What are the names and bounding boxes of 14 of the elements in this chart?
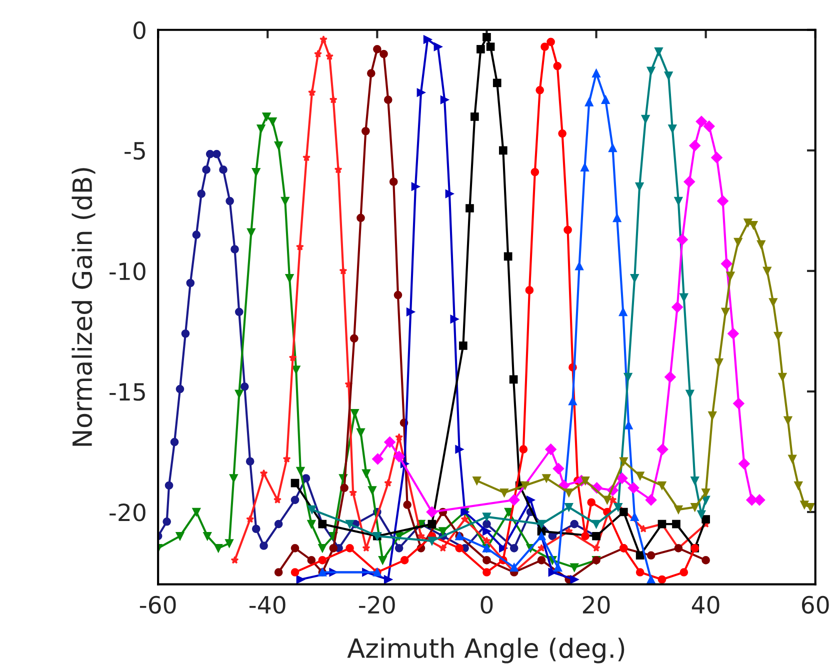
x-tick-label: 40: [692, 596, 720, 614]
x-tick-label: -20: [359, 596, 395, 614]
y-tick-label: -10: [110, 262, 146, 280]
x-tick-label: 20: [582, 596, 610, 614]
x-tick-label: -60: [140, 596, 176, 614]
x-tick-label: 60: [802, 596, 829, 614]
y-tick-label: -20: [110, 503, 146, 522]
x-axis-title: Azimuth Angle (deg.): [347, 638, 624, 664]
x-tick-label: 0: [480, 596, 493, 614]
x-tick-label: -40: [250, 596, 286, 614]
y-tick-label: 0: [134, 21, 146, 40]
y-tick-label: -15: [110, 383, 145, 401]
y-axis-title: Normalized Gain (dB): [72, 168, 96, 446]
y-tick-label: -5: [124, 142, 145, 160]
